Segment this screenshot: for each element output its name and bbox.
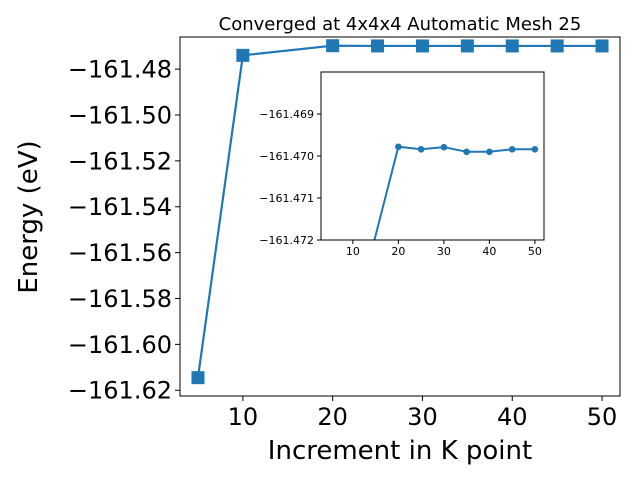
y-axis-label: Energy (eV) [14, 140, 44, 293]
main-data-point [595, 39, 609, 53]
inset-data-point [395, 143, 402, 151]
main-data-point [191, 371, 205, 385]
inset-y-tick-label: −161.469 [259, 108, 314, 121]
chart-title: Converged at 4x4x4 Automatic Mesh 25 [219, 14, 582, 35]
inset-data-point [463, 148, 470, 156]
inset-data-point [508, 145, 516, 153]
inset-y-tick-label: −161.472 [259, 234, 314, 247]
inset-y-ticks: −161.472 −161.471 −161.470 −161.469 [259, 108, 321, 247]
main-data-point [505, 39, 519, 53]
main-y-tick-label: −161.62 [68, 377, 172, 405]
main-data-point [326, 39, 340, 53]
main-data-point [550, 39, 564, 53]
inset-data-point [417, 145, 425, 153]
inset-x-ticks: 10 20 30 40 50 [346, 240, 542, 258]
main-data-point [460, 39, 474, 53]
main-data-point [236, 48, 250, 62]
inset-x-tick-label: 30 [437, 245, 451, 258]
main-chart: Converged at 4x4x4 Automatic Mesh 25 10 2… [14, 14, 621, 466]
main-x-tick-label: 10 [228, 403, 259, 431]
inset-plot-area [350, 143, 539, 328]
inset-x-tick-label: 20 [391, 245, 405, 258]
main-x-tick-label: 40 [497, 403, 528, 431]
inset-data-point [486, 148, 493, 156]
main-x-ticks: 10 20 30 40 50 [228, 396, 618, 431]
inset-x-tick-label: 50 [528, 245, 542, 258]
inset-y-tick-label: −161.471 [259, 192, 314, 205]
main-y-tick-label: −161.50 [68, 101, 172, 129]
main-y-tick-label: −161.58 [68, 285, 172, 313]
main-y-tick-label: −161.54 [68, 193, 172, 221]
main-y-tick-label: −161.52 [68, 147, 172, 175]
main-y-tick-label: −161.60 [68, 331, 172, 359]
inset-chart: 10 20 30 40 50 −161.472−161.471−161.470−161.… [259, 71, 545, 328]
main-x-tick-label: 50 [587, 403, 618, 431]
main-y-ticks: −161.62 −161.60 −161.58 −161.56 −161.54 −161.… [68, 56, 180, 405]
inset-background [321, 72, 544, 240]
main-x-tick-label: 30 [407, 403, 438, 431]
x-axis-label: Increment in K point [268, 436, 532, 466]
inset-data-point [531, 145, 539, 153]
main-data-point [371, 39, 385, 53]
main-y-tick-label: −161.56 [68, 239, 172, 267]
main-axes-frame [179, 36, 621, 397]
inset-x-tick-label: 40 [482, 245, 496, 258]
inset-x-tick-label: 10 [346, 245, 360, 258]
main-y-tick-label: −161.48 [68, 56, 172, 84]
inset-data-point [350, 321, 357, 328]
main-data-point [415, 39, 429, 53]
main-x-tick-label: 20 [317, 403, 348, 431]
inset-series-line [373, 145, 535, 240]
main-plot-area [191, 39, 609, 385]
inset-y-tick-label: −161.470 [259, 150, 314, 163]
inset-data-point [440, 143, 448, 151]
